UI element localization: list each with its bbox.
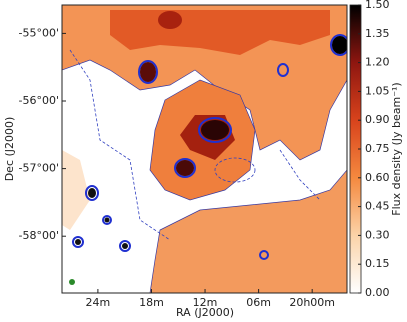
x-tick-label: 12m [193, 296, 218, 309]
colorbar-tick-label: 1.05 [365, 84, 390, 97]
colorbar-tick-label: 1.35 [365, 27, 390, 40]
x-axis-label: RA (J2000) [176, 306, 234, 319]
y-tick-label: -58°00' [19, 229, 60, 242]
y-axis-label: Dec (J2000) [3, 117, 16, 182]
colorbar-tick-label: 0.15 [365, 257, 390, 270]
plot-frame [61, 4, 348, 294]
colorbar-tick-label: 0.60 [365, 171, 390, 184]
x-tick-label: 18m [139, 296, 164, 309]
colorbar-tick-label: 0.00 [365, 286, 390, 299]
y-tick-label: -56°00' [19, 94, 60, 107]
colorbar-tick-label: 1.20 [365, 56, 390, 69]
colorbar-tick-label: 0.75 [365, 142, 390, 155]
sky-image [62, 5, 347, 293]
colorbar-label: Flux density (Jy beam⁻¹) [390, 82, 403, 215]
x-tick-label: 06m [246, 296, 271, 309]
colorbar-tick-label: 0.45 [365, 200, 390, 213]
x-tick-label: 24m [86, 296, 111, 309]
colorbar-tick-label: 1.50 [365, 0, 390, 11]
colorbar-tick-label: 0.30 [365, 228, 390, 241]
y-tick-label: -57°00' [19, 162, 60, 175]
y-tick-label: -55°00' [19, 26, 60, 39]
x-tick-label: 20h00m [289, 296, 335, 309]
colorbar-tick-label: 0.90 [365, 113, 390, 126]
